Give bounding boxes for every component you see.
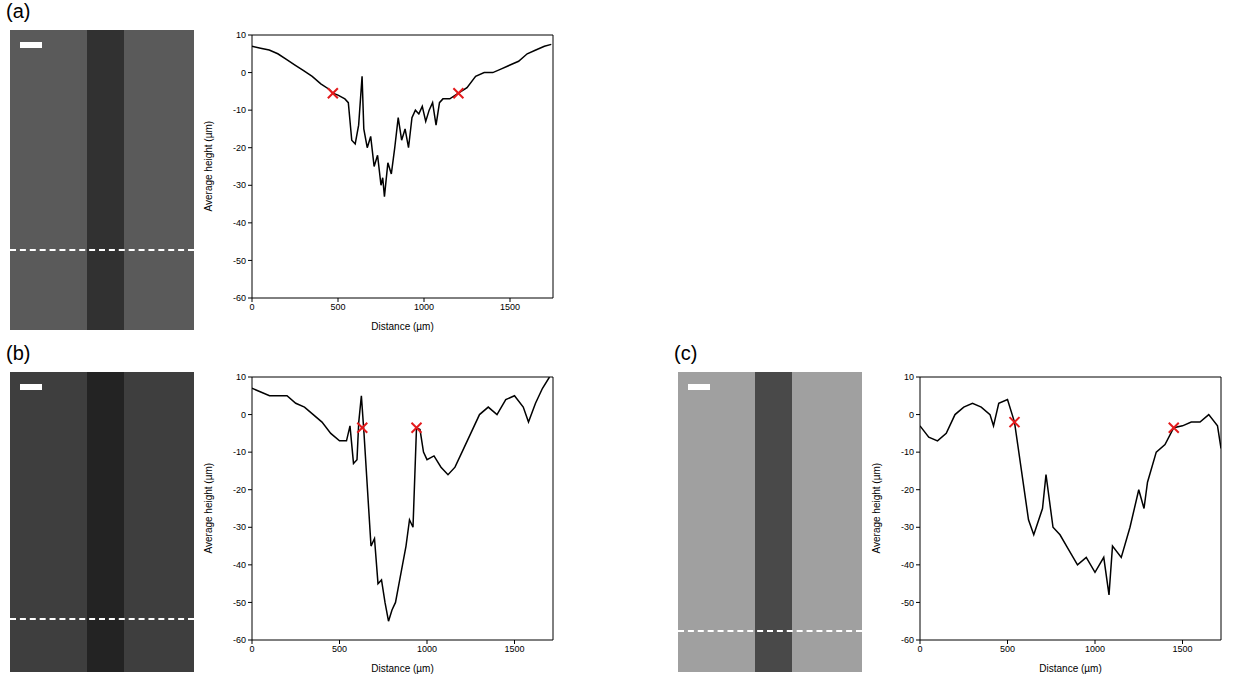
svg-text:-50: -50 xyxy=(901,598,914,608)
svg-text:-10: -10 xyxy=(901,447,914,457)
svg-text:0: 0 xyxy=(241,68,246,78)
svg-text:10: 10 xyxy=(236,372,246,382)
html-text:(a): (a) xyxy=(6,0,31,22)
svg-text:Average height (µm): Average height (µm) xyxy=(203,121,214,212)
svg-text:-40: -40 xyxy=(233,218,246,228)
svg-text:-40: -40 xyxy=(901,560,914,570)
svg-text:500: 500 xyxy=(330,302,345,312)
svg-text:1000: 1000 xyxy=(1085,644,1105,654)
svg-text:-40: -40 xyxy=(233,560,246,570)
svg-text:Distance (µm): Distance (µm) xyxy=(371,321,433,332)
svg-text:-10: -10 xyxy=(233,105,246,115)
svg-text:1500: 1500 xyxy=(1172,644,1192,654)
svg-text:-60: -60 xyxy=(233,293,246,303)
svg-text:10: 10 xyxy=(904,372,914,382)
svg-text:Distance (µm): Distance (µm) xyxy=(1039,663,1101,674)
svg-text:-30: -30 xyxy=(233,180,246,190)
svg-text:-10: -10 xyxy=(233,447,246,457)
svg-text:10: 10 xyxy=(236,30,246,40)
svg-text:Average height (µm): Average height (µm) xyxy=(871,463,882,554)
svg-text:500: 500 xyxy=(1000,644,1015,654)
svg-text:1000: 1000 xyxy=(414,302,434,312)
html-text:(b): (b) xyxy=(6,342,31,364)
svg-text:Distance (µm): Distance (µm) xyxy=(371,663,433,674)
svg-text:-50: -50 xyxy=(233,598,246,608)
svg-text:-50: -50 xyxy=(233,256,246,266)
svg-text:1500: 1500 xyxy=(500,302,520,312)
svg-text:-60: -60 xyxy=(901,635,914,645)
svg-text:Average height (µm): Average height (µm) xyxy=(203,463,214,554)
svg-text:-30: -30 xyxy=(233,522,246,532)
svg-text:0: 0 xyxy=(909,410,914,420)
svg-text:1000: 1000 xyxy=(417,644,437,654)
svg-text:0: 0 xyxy=(917,644,922,654)
html-text:(c): (c) xyxy=(674,342,698,364)
svg-text:0: 0 xyxy=(241,410,246,420)
svg-text:0: 0 xyxy=(249,644,254,654)
svg-text:-60: -60 xyxy=(233,635,246,645)
svg-text:0: 0 xyxy=(249,302,254,312)
svg-text:-20: -20 xyxy=(233,143,246,153)
svg-text:500: 500 xyxy=(332,644,347,654)
svg-text:-20: -20 xyxy=(901,485,914,495)
svg-text:-30: -30 xyxy=(901,522,914,532)
svg-text:-20: -20 xyxy=(233,485,246,495)
svg-text:1500: 1500 xyxy=(504,644,524,654)
